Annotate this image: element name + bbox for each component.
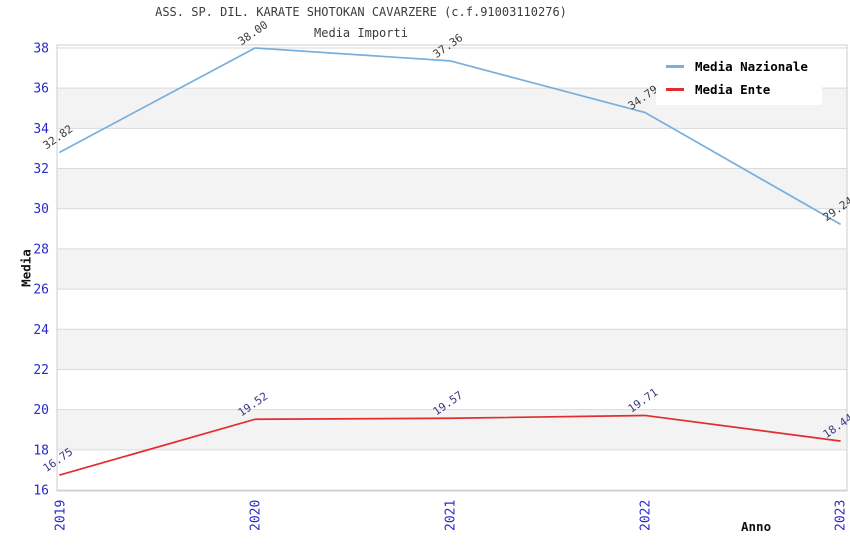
plot-band: [57, 409, 847, 450]
y-tick-label: 18: [33, 443, 49, 458]
plot-band: [57, 248, 847, 290]
chart-header: ASS. SP. DIL. KARATE SHOTOKAN CAVARZERE …: [36, 5, 686, 40]
plot-border: [56, 44, 848, 492]
x-tick-label: 2022: [639, 500, 654, 531]
y-tick-label: 38: [33, 42, 49, 57]
y-tick-label: 22: [33, 363, 49, 378]
x-tick-label: 2020: [249, 500, 264, 531]
x-tick-label: 2019: [54, 500, 69, 531]
series-line-media-nazionale: [59, 47, 841, 225]
y-tick-label: 24: [33, 323, 49, 338]
x-tick-label: 2023: [834, 500, 849, 531]
y-axis-title: Media: [18, 249, 34, 287]
x-axis-title: Anno: [741, 519, 772, 534]
x-tick-label: 2021: [444, 500, 459, 531]
chart-title: ASS. SP. DIL. KARATE SHOTOKAN CAVARZERE …: [155, 5, 567, 19]
y-tick-label: 28: [33, 242, 49, 257]
y-tick-label: 26: [33, 283, 49, 298]
legend: Media Nazionale Media Ente: [656, 53, 822, 105]
y-tick-label: 30: [33, 202, 49, 217]
legend-item-media-nazionale: Media Nazionale: [666, 59, 808, 74]
plot-band: [57, 168, 847, 209]
legend-swatch-media-ente: [666, 88, 684, 91]
series-line-media-ente: [59, 414, 841, 476]
y-tick-label: 20: [33, 403, 49, 418]
legend-label-media-ente: Media Ente: [695, 82, 771, 97]
y-tick-label: 34: [33, 122, 49, 137]
plot-band: [57, 329, 847, 370]
y-tick-label: 16: [33, 484, 49, 499]
legend-item-media-ente: Media Ente: [666, 82, 808, 97]
legend-label-media-nazionale: Media Nazionale: [695, 59, 808, 74]
y-tick-label: 36: [33, 82, 49, 97]
legend-swatch-media-nazionale: [666, 65, 684, 68]
chart-subtitle: Media Importi: [314, 26, 408, 40]
y-tick-label: 32: [33, 162, 49, 177]
